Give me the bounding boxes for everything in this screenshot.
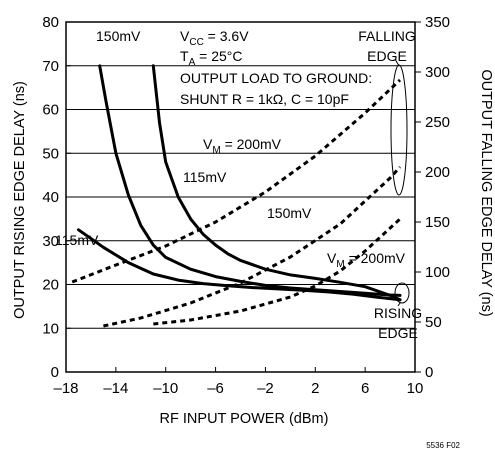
falling-edge-label-line2: EDGE <box>367 48 407 64</box>
y-left-tick-label: 80 <box>42 14 59 31</box>
y-left-tick-label: 10 <box>42 320 59 337</box>
rising-edge-group-ellipse <box>394 282 410 304</box>
falling-series-200mv <box>153 217 402 326</box>
y-right-tick-label: 200 <box>425 164 450 181</box>
part-code: 5536 F02 <box>426 441 460 450</box>
y-right-tick-label: 350 <box>425 14 450 31</box>
axis-ticks: –18 –14 –10 –6 –2 2 6 1001020304050607080050100… <box>42 14 450 397</box>
x-tick-label: –14 <box>103 380 128 397</box>
series-label-falling-115mv: 115mV <box>183 169 227 185</box>
x-axis-label: RF INPUT POWER (dBm) <box>160 411 329 427</box>
rising-edge-pointer <box>397 302 401 307</box>
y-axis-left-label: OUTPUT RISING EDGE DELAY (ns) <box>12 81 28 319</box>
series-label-falling-150mv: 150mV <box>267 205 312 221</box>
x-tick-label: –18 <box>53 380 78 397</box>
falling-edge-label-line1: FALLING <box>358 28 416 44</box>
x-tick-label: 6 <box>361 380 369 397</box>
y-right-tick-label: 150 <box>425 214 450 231</box>
y-left-tick-label: 30 <box>42 233 59 250</box>
series-label-rising-115mv: 115mV <box>55 232 99 248</box>
series-label-rising-150mv: 150mV <box>96 28 141 44</box>
x-tick-label: –2 <box>257 380 274 397</box>
condition-vcc: VCC = 3.6V <box>180 28 249 48</box>
series-label-falling-200mv: VM = 200mV <box>327 250 406 270</box>
y-left-tick-label: 70 <box>42 58 59 75</box>
condition-load-line1: OUTPUT LOAD TO GROUND: <box>180 70 372 86</box>
y-left-tick-label: 20 <box>42 277 59 294</box>
x-tick-label: 2 <box>311 380 319 397</box>
data-series <box>71 64 402 328</box>
y-left-tick-label: 60 <box>42 102 59 119</box>
y-right-tick-label: 100 <box>425 264 450 281</box>
falling-edge-group-ellipse <box>390 64 408 196</box>
falling-series-115mv <box>71 78 402 284</box>
y-left-tick-label: 50 <box>42 145 59 162</box>
grid-lines <box>66 65 415 329</box>
rising-series-150mv <box>98 64 402 297</box>
rising-series-115mv <box>77 228 402 302</box>
y-right-tick-label: 300 <box>425 64 450 81</box>
y-right-tick-label: 250 <box>425 114 450 131</box>
x-tick-label: –10 <box>153 380 178 397</box>
rising-series-200mv <box>151 64 402 302</box>
y-left-tick-label: 0 <box>51 364 59 381</box>
falling-edge-pointer <box>394 58 400 67</box>
rising-edge-label-line2: EDGE <box>378 325 418 341</box>
x-tick-label: 10 <box>407 380 424 397</box>
y-left-tick-label: 40 <box>42 189 59 206</box>
y-axis-right-label: OUTPUT FALLING EDGE DELAY (ns) <box>478 69 494 316</box>
condition-load-line2: SHUNT R = 1kΩ, C = 10pF <box>180 91 349 107</box>
series-label-rising-200mv: VM = 200mV <box>203 136 282 156</box>
condition-ta: TA = 25°C <box>180 48 242 68</box>
y-right-tick-label: 50 <box>425 314 442 331</box>
falling-series-150mv <box>103 165 402 328</box>
y-right-tick-label: 0 <box>425 364 433 381</box>
x-tick-label: –6 <box>207 380 224 397</box>
rising-edge-label-line1: RISING <box>374 305 422 321</box>
